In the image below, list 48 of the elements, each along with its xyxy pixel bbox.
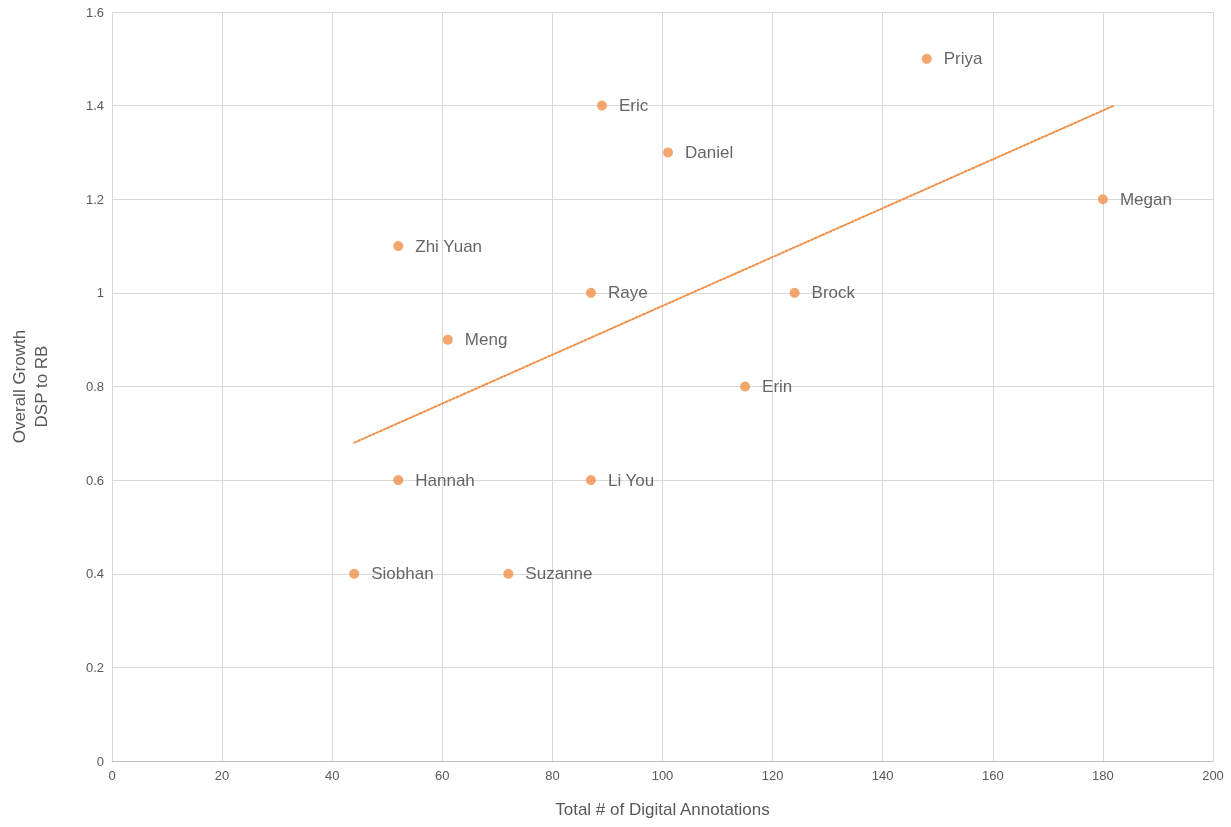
annotation: Raye [607,283,648,303]
annotation: Eric [618,96,649,116]
annotation: Erin [762,377,793,396]
point [596,100,607,111]
annotation: Siobhan [371,564,434,584]
annotation: Brock [811,283,856,303]
point [393,241,404,252]
annotation: Zhi Yuan [415,236,483,256]
point [740,381,751,392]
x-tick-label: 100 [651,768,674,783]
point [585,475,596,486]
annotation: Meng [464,330,508,350]
x-tick-label: 40 [324,768,340,783]
y-tick-label: 0.8 [85,379,104,394]
y-tick-label: 1.2 [85,191,104,207]
point [503,568,514,579]
x-tick-label: 120 [761,768,784,783]
y-tick-label: 1.6 [85,4,104,20]
annotation: Hannah [415,470,475,490]
y-tick-label: 1.4 [85,98,104,114]
point [349,568,360,579]
x-tick-label: 0 [108,768,116,783]
y-axis-title: Overall Growth DSP to RB [9,329,51,444]
annotation: Li You [607,470,655,490]
x-tick-label: 180 [1092,768,1114,783]
y-tick-label: 0.6 [85,472,104,488]
point [663,147,674,158]
annotation: Suzanne [525,564,593,584]
point [585,287,596,298]
x-tick-label: 200 [1202,768,1224,783]
y-tick-label: 1 [96,285,104,301]
annotation: Priya [943,49,984,69]
y-tick-label: 0.4 [85,566,104,582]
x-tick-label: 60 [435,768,450,783]
point [442,334,453,345]
x-tick-label: 160 [981,768,1004,783]
point [789,287,800,298]
x-axis-title: Total # of Digital Annotations [555,800,770,819]
annotation: Megan [1119,189,1172,209]
x-tick-label: 80 [545,768,560,783]
y-tick-label: 0.2 [85,659,104,675]
x-tick-label: 20 [214,768,230,783]
point [393,475,404,486]
point [1097,194,1108,205]
point [921,53,932,64]
x-tick-label: 140 [871,768,894,783]
annotation: Daniel [685,142,734,162]
y-tick-label: 0 [96,753,104,769]
